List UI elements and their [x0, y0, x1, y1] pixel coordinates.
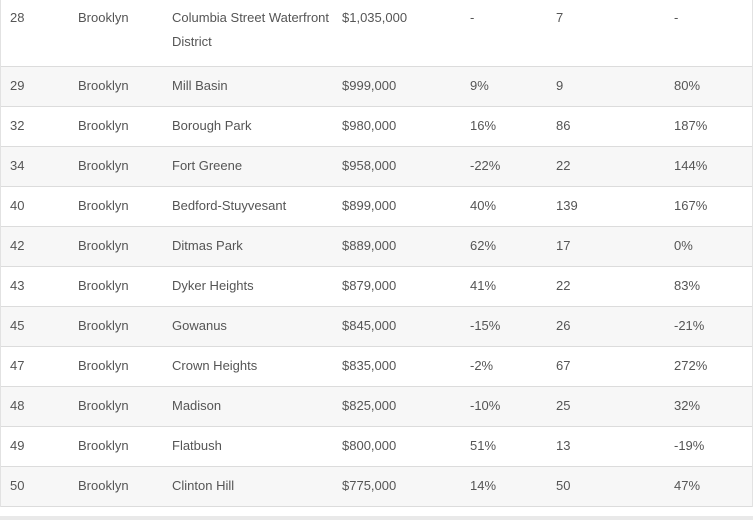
borough-cell: Brooklyn — [78, 278, 129, 293]
rank-cell: 40 — [10, 198, 25, 213]
change-cell: 9% — [470, 78, 489, 93]
borough-cell: Brooklyn — [78, 10, 129, 25]
change-cell: 62% — [470, 238, 497, 253]
sales-cell: 22 — [556, 158, 571, 173]
table-row: 32 Brooklyn Borough Park $980,000 16% 86… — [1, 107, 752, 147]
percent-cell: 32% — [674, 398, 701, 413]
neighborhood-cell: Ditmas Park — [172, 238, 243, 253]
table-row: 50 Brooklyn Clinton Hill $775,000 14% 50… — [1, 467, 752, 507]
percent-cell: -19% — [674, 438, 705, 453]
neighborhood-cell: Clinton Hill — [172, 478, 235, 493]
sales-cell: 17 — [556, 238, 571, 253]
table-row: 43 Brooklyn Dyker Heights $879,000 41% 2… — [1, 267, 752, 307]
sales-cell: 67 — [556, 358, 571, 373]
change-cell: 51% — [470, 438, 497, 453]
rank-cell: 32 — [10, 118, 25, 133]
table-row: 29 Brooklyn Mill Basin $999,000 9% 9 80% — [1, 67, 752, 107]
rank-cell: 48 — [10, 398, 25, 413]
price-cell: $958,000 — [342, 158, 397, 173]
sales-cell: 139 — [556, 198, 578, 213]
sales-cell: 9 — [556, 78, 564, 93]
neighborhood-cell: Fort Greene — [172, 158, 243, 173]
borough-cell: Brooklyn — [78, 398, 129, 413]
sales-cell: 50 — [556, 478, 571, 493]
neighborhood-cell: Gowanus — [172, 318, 227, 333]
table-row: 42 Brooklyn Ditmas Park $889,000 62% 17 … — [1, 227, 752, 267]
price-cell: $845,000 — [342, 318, 397, 333]
borough-cell: Brooklyn — [78, 158, 129, 173]
sales-cell: 25 — [556, 398, 571, 413]
table-row: 28 Brooklyn Columbia Street Waterfront D… — [1, 0, 752, 67]
percent-cell: 187% — [674, 118, 708, 133]
percent-cell: - — [674, 10, 679, 25]
borough-cell: Brooklyn — [78, 358, 129, 373]
table-bottom-border — [0, 516, 753, 520]
neighborhood-price-table: 28 Brooklyn Columbia Street Waterfront D… — [0, 0, 753, 507]
percent-cell: 272% — [674, 358, 708, 373]
price-cell: $800,000 — [342, 438, 397, 453]
percent-cell: 80% — [674, 78, 701, 93]
table-row: 34 Brooklyn Fort Greene $958,000 -22% 22… — [1, 147, 752, 187]
price-cell: $879,000 — [342, 278, 397, 293]
sales-cell: 13 — [556, 438, 571, 453]
change-cell: 40% — [470, 198, 497, 213]
borough-cell: Brooklyn — [78, 478, 129, 493]
neighborhood-cell: Bedford-Stuyvesant — [172, 198, 287, 213]
borough-cell: Brooklyn — [78, 118, 129, 133]
borough-cell: Brooklyn — [78, 78, 129, 93]
rank-cell: 45 — [10, 318, 25, 333]
borough-cell: Brooklyn — [78, 198, 129, 213]
change-cell: -10% — [470, 398, 501, 413]
table-row: 40 Brooklyn Bedford-Stuyvesant $899,000 … — [1, 187, 752, 227]
borough-cell: Brooklyn — [78, 318, 129, 333]
borough-cell: Brooklyn — [78, 438, 129, 453]
rank-cell: 49 — [10, 438, 25, 453]
neighborhood-cell: Columbia Street Waterfront District — [172, 10, 330, 49]
sales-cell: 26 — [556, 318, 571, 333]
change-cell: 16% — [470, 118, 497, 133]
neighborhood-cell: Mill Basin — [172, 78, 228, 93]
change-cell: -15% — [470, 318, 501, 333]
table-row: 49 Brooklyn Flatbush $800,000 51% 13 -19… — [1, 427, 752, 467]
neighborhood-cell: Crown Heights — [172, 358, 258, 373]
price-cell: $775,000 — [342, 478, 397, 493]
rank-cell: 42 — [10, 238, 25, 253]
change-cell: -2% — [470, 358, 494, 373]
percent-cell: 47% — [674, 478, 701, 493]
borough-cell: Brooklyn — [78, 238, 129, 253]
sales-cell: 86 — [556, 118, 571, 133]
table-row: 45 Brooklyn Gowanus $845,000 -15% 26 -21… — [1, 307, 752, 347]
rank-cell: 50 — [10, 478, 25, 493]
sales-cell: 22 — [556, 278, 571, 293]
table-row: 47 Brooklyn Crown Heights $835,000 -2% 6… — [1, 347, 752, 387]
price-cell: $825,000 — [342, 398, 397, 413]
rank-cell: 28 — [10, 10, 25, 25]
price-cell: $889,000 — [342, 238, 397, 253]
percent-cell: 0% — [674, 238, 693, 253]
change-cell: 14% — [470, 478, 497, 493]
price-cell: $980,000 — [342, 118, 397, 133]
price-cell: $1,035,000 — [342, 10, 408, 25]
rank-cell: 29 — [10, 78, 25, 93]
price-cell: $835,000 — [342, 358, 397, 373]
percent-cell: 83% — [674, 278, 701, 293]
rank-cell: 47 — [10, 358, 25, 373]
rank-cell: 43 — [10, 278, 25, 293]
price-cell: $899,000 — [342, 198, 397, 213]
neighborhood-cell: Madison — [172, 398, 222, 413]
percent-cell: 144% — [674, 158, 708, 173]
percent-cell: 167% — [674, 198, 708, 213]
neighborhood-cell: Dyker Heights — [172, 278, 254, 293]
percent-cell: -21% — [674, 318, 705, 333]
change-cell: -22% — [470, 158, 501, 173]
rank-cell: 34 — [10, 158, 25, 173]
table-row: 48 Brooklyn Madison $825,000 -10% 25 32% — [1, 387, 752, 427]
change-cell: - — [470, 10, 475, 25]
neighborhood-cell: Borough Park — [172, 118, 252, 133]
price-cell: $999,000 — [342, 78, 397, 93]
change-cell: 41% — [470, 278, 497, 293]
neighborhood-cell: Flatbush — [172, 438, 222, 453]
sales-cell: 7 — [556, 10, 564, 25]
